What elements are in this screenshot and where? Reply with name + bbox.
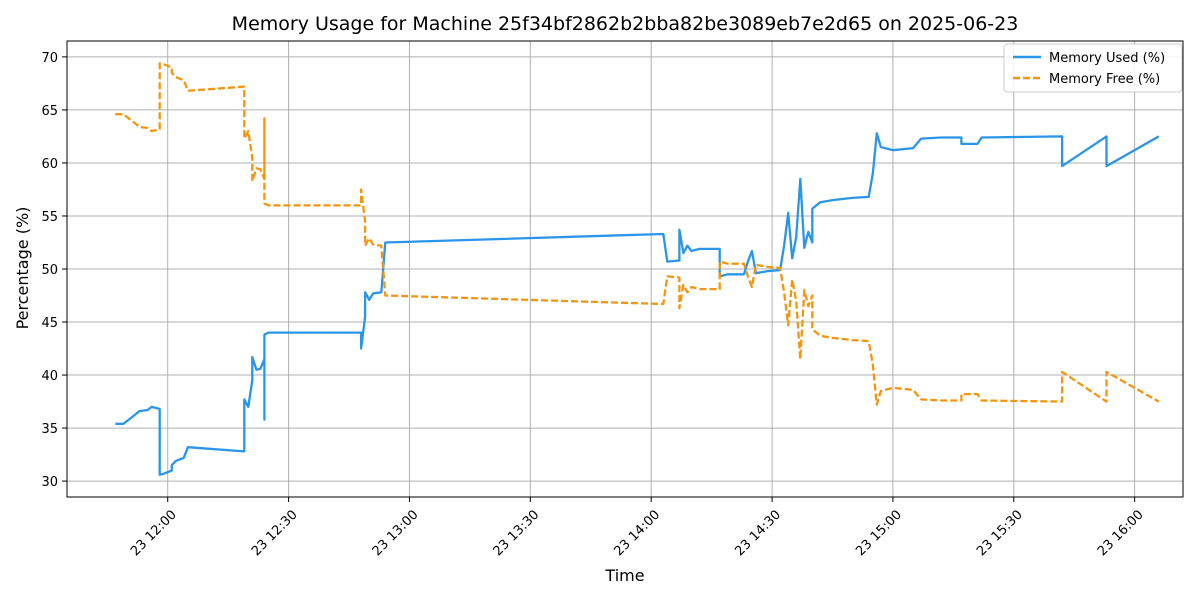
y-tick-label: 65 <box>41 104 58 119</box>
y-tick-label: 50 <box>41 263 58 278</box>
y-tick-label: 35 <box>41 422 58 437</box>
chart-title: Memory Usage for Machine 25f34bf2862b2bb… <box>232 13 1019 35</box>
legend: Memory Used (%) Memory Free (%) <box>1003 43 1183 93</box>
legend-label-memory-used: Memory Used (%) <box>1049 51 1165 66</box>
tick-layer: 23 12:00 23 12:30 23 13:00 23 13:30 23 14:00… <box>41 51 1146 559</box>
y-tick-label: 30 <box>41 475 58 490</box>
x-tick-label: 23 13:30 <box>491 507 543 559</box>
y-tick-label: 60 <box>41 157 58 172</box>
x-tick-label: 23 13:00 <box>370 507 422 559</box>
legend-label-memory-free: Memory Free (%) <box>1049 72 1160 87</box>
x-tick-label: 23 16:00 <box>1095 507 1147 559</box>
series-line-memory-used <box>115 132 1160 476</box>
y-tick-label: 40 <box>41 369 58 384</box>
y-axis-label: Percentage (%) <box>13 207 32 330</box>
legend-frame <box>1003 43 1183 93</box>
y-tick-label: 45 <box>41 316 58 331</box>
x-tick-label: 23 14:30 <box>732 507 784 559</box>
series-line-memory-free <box>115 62 1160 406</box>
y-tick-label: 55 <box>41 210 58 225</box>
series-layer <box>115 62 1160 476</box>
x-tick-label: 23 12:00 <box>128 507 180 559</box>
y-tick-label: 70 <box>41 51 58 66</box>
grid-layer <box>67 41 1183 497</box>
x-tick-label: 23 15:00 <box>853 507 905 559</box>
x-axis-label: Time <box>604 566 644 585</box>
x-tick-label: 23 14:00 <box>612 507 664 559</box>
x-tick-label: 23 15:30 <box>974 507 1026 559</box>
x-tick-label: 23 12:30 <box>249 507 301 559</box>
